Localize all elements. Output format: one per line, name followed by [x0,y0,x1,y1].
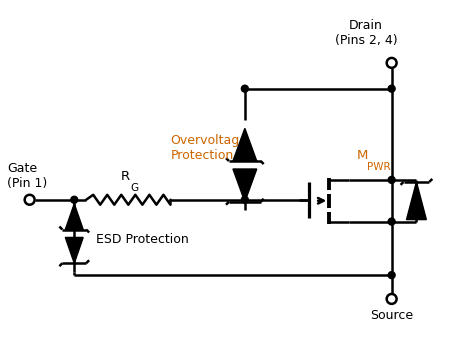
Text: ESD Protection: ESD Protection [96,233,189,246]
Circle shape [242,85,248,92]
Circle shape [388,176,395,183]
Polygon shape [233,169,257,202]
Text: Source: Source [370,309,413,322]
Text: G: G [131,183,139,193]
Circle shape [388,218,395,225]
Circle shape [71,196,78,203]
Polygon shape [65,237,83,263]
Text: Gate
(Pin 1): Gate (Pin 1) [7,162,47,190]
Circle shape [242,196,248,203]
Polygon shape [406,182,426,220]
Text: Overvoltage
Protection: Overvoltage Protection [170,134,247,162]
Text: R: R [121,170,130,183]
Polygon shape [65,204,83,230]
Text: M: M [357,149,368,162]
Text: PWR: PWR [367,162,390,172]
Circle shape [388,272,395,279]
Text: Drain
(Pins 2, 4): Drain (Pins 2, 4) [335,19,397,47]
Circle shape [388,85,395,92]
Polygon shape [233,128,257,161]
